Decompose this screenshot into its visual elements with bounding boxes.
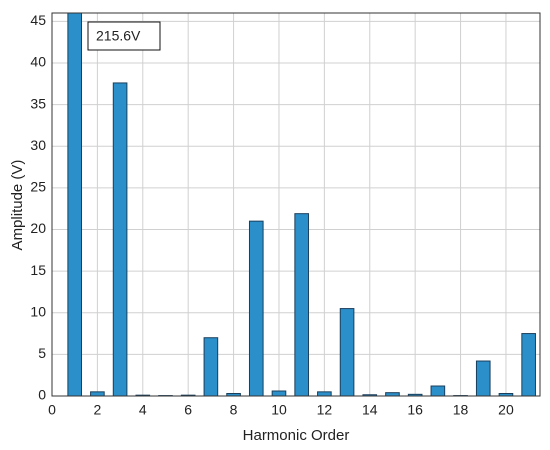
bars <box>67 13 536 396</box>
y-tick-label: 0 <box>38 387 46 403</box>
bar <box>521 333 536 396</box>
bar <box>475 360 491 396</box>
y-tick-label: 45 <box>30 12 46 28</box>
bar <box>248 220 264 396</box>
x-axis-label: Harmonic Order <box>243 427 350 444</box>
x-tick-label: 16 <box>407 402 423 418</box>
y-tick-label: 20 <box>30 220 46 236</box>
bar <box>112 82 128 396</box>
annotation-box <box>87 21 161 51</box>
x-tick-label: 12 <box>317 402 333 418</box>
bar <box>362 394 378 396</box>
x-tick-label: 14 <box>362 402 378 418</box>
bar <box>203 337 219 396</box>
x-tick-label: 8 <box>230 402 238 418</box>
y-tick-label: 15 <box>30 262 46 278</box>
bar <box>67 13 83 396</box>
x-tick-label: 10 <box>271 402 287 418</box>
bar <box>271 390 287 396</box>
plot-frame <box>51 12 541 397</box>
bar <box>90 391 105 396</box>
bar <box>294 213 309 396</box>
y-tick-label: 5 <box>38 345 46 361</box>
x-tick-label: 0 <box>48 402 56 418</box>
x-tick-label: 6 <box>184 402 192 418</box>
annotation: 215.6V <box>96 28 141 44</box>
y-tick-label: 10 <box>30 303 46 319</box>
y-tick-label: 25 <box>30 179 46 195</box>
y-axis-label: Amplitude (V) <box>9 160 26 251</box>
y-tick-label: 35 <box>30 95 46 111</box>
bar <box>339 308 355 396</box>
x-tick-label: 18 <box>453 402 469 418</box>
bar <box>430 385 446 396</box>
x-tick-label: 4 <box>139 402 147 418</box>
x-tick-label: 20 <box>498 402 514 418</box>
y-tick-label: 40 <box>30 54 46 70</box>
x-tick-label: 2 <box>93 402 101 418</box>
y-tick-label: 30 <box>30 137 46 153</box>
bar <box>317 391 332 396</box>
